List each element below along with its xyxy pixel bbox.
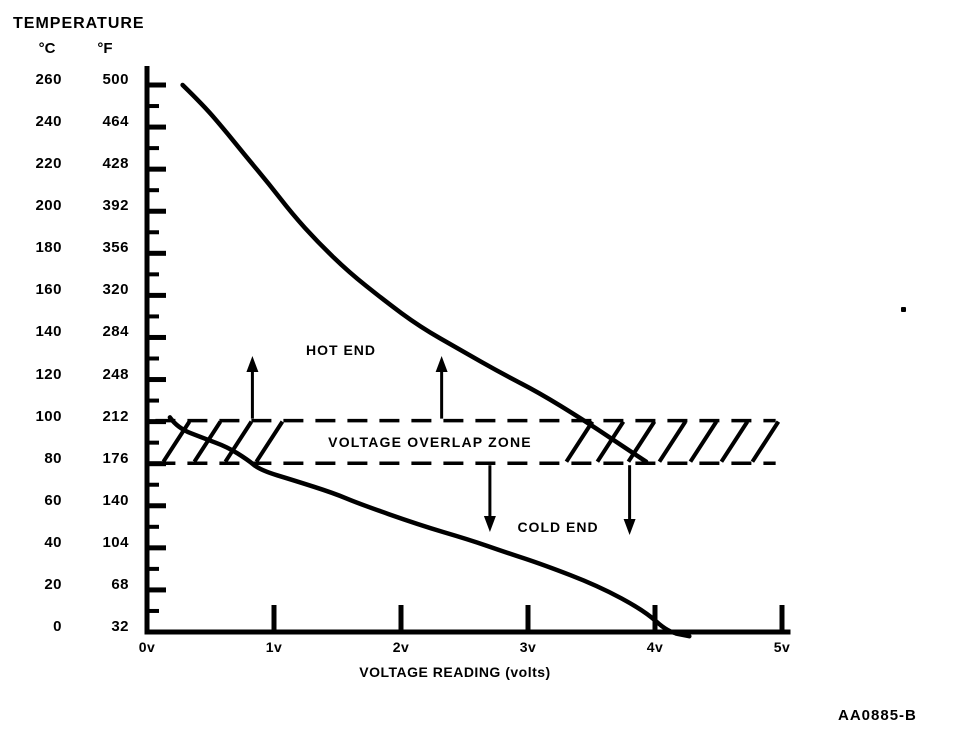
y-tick-label-fahrenheit: 212 [102, 408, 129, 425]
y-tick-label-fahrenheit: 176 [102, 450, 129, 467]
scan-artifact-dot [901, 307, 906, 312]
hot-end-curve [180, 82, 649, 464]
hot-end-arrows [246, 356, 448, 419]
y-tick-label-fahrenheit: 320 [102, 281, 129, 298]
cold-end-arrows [483, 465, 636, 535]
y-tick-label-fahrenheit: 104 [102, 534, 129, 551]
y-tick-label-celsius: 200 [35, 197, 62, 214]
x-tick-label: 2v [392, 639, 410, 655]
x-tick-label: 4v [646, 639, 664, 655]
y-tick-label-celsius: 80 [44, 450, 62, 467]
x-tick-label: 5v [773, 639, 791, 655]
y-tick-label-celsius: 260 [35, 71, 62, 88]
x-tick-label: 0v [138, 639, 156, 655]
x-axis-title: VOLTAGE READING (volts) [359, 664, 551, 680]
y-tick-label-celsius: 100 [35, 408, 62, 425]
fahrenheit-unit-header: °F [97, 40, 113, 57]
cold-end-label: COLD END [517, 519, 599, 535]
x-tick-label: 1v [265, 639, 283, 655]
y-tick-label-celsius: 140 [35, 323, 62, 340]
temperature-axis-title: TEMPERATURE [13, 15, 145, 32]
y-tick-label-fahrenheit: 464 [102, 113, 129, 130]
y-tick-label-fahrenheit: 32 [111, 618, 129, 635]
y-tick-label-celsius: 120 [35, 366, 62, 383]
y-tick-label-fahrenheit: 140 [102, 492, 129, 509]
y-tick-label-fahrenheit: 356 [102, 239, 129, 256]
y-tick-label-fahrenheit: 68 [111, 576, 129, 593]
cold-end-curve [167, 415, 692, 639]
y-tick-label-celsius: 40 [44, 534, 62, 551]
overlap-zone-band [155, 418, 781, 465]
y-tick-label-fahrenheit: 248 [102, 366, 129, 383]
y-tick-label-celsius: 60 [44, 492, 62, 509]
y-tick-label-celsius: 240 [35, 113, 62, 130]
y-tick-label-fahrenheit: 284 [102, 323, 129, 340]
y-axis [144, 66, 166, 635]
y-tick-label-celsius: 0 [53, 618, 62, 635]
y-tick-label-celsius: 180 [35, 239, 62, 256]
y-tick-label-celsius: 160 [35, 281, 62, 298]
hot-end-label: HOT END [306, 342, 376, 358]
y-tick-label-fahrenheit: 392 [102, 197, 129, 214]
celsius-unit-header: °C [38, 40, 56, 57]
figure-code: AA0885-B [838, 707, 917, 724]
x-axis [144, 605, 791, 635]
y-tick-label-fahrenheit: 428 [102, 155, 129, 172]
y-tick-label-fahrenheit: 500 [102, 71, 129, 88]
y-tick-label-celsius: 220 [35, 155, 62, 172]
overlap-zone-label: VOLTAGE OVERLAP ZONE [300, 434, 560, 450]
y-tick-label-celsius: 20 [44, 576, 62, 593]
x-tick-label: 3v [519, 639, 537, 655]
